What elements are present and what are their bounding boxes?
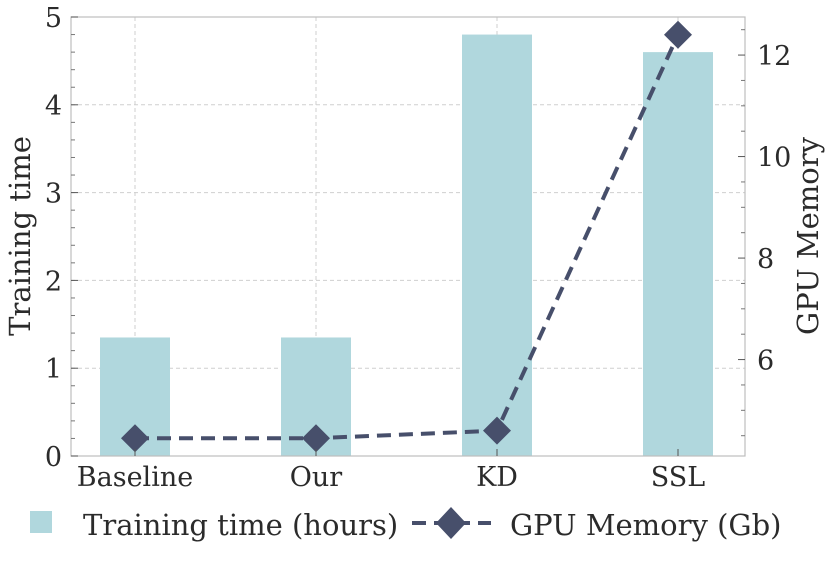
x-axis-ticks: Baseline Our KD SSL (77, 449, 706, 493)
right-tick-label: 12 (757, 41, 791, 72)
legend-diamond-marker (436, 507, 466, 539)
left-tick-label: 3 (45, 179, 62, 210)
right-tick-label: 6 (757, 346, 774, 377)
legend-bar-swatch (30, 511, 52, 533)
bar-ssl (643, 52, 713, 457)
left-axis-ticks: 0 1 2 3 4 5 (45, 3, 78, 473)
gpu-memory-point-baseline (121, 424, 149, 453)
bars (100, 34, 713, 457)
gpu-memory-point-ssl (664, 20, 692, 49)
gpu-memory-point-kd (483, 416, 511, 445)
legend: Training time (hours) GPU Memory (Gb) (30, 507, 781, 542)
y2-axis-label: GPU Memory (791, 136, 825, 335)
legend-bar-label: Training time (hours) (83, 508, 398, 542)
gpu-memory-path (135, 33, 680, 441)
left-tick-label: 4 (45, 91, 62, 122)
gpu-memory-point-our (302, 424, 330, 453)
plot-border (70, 16, 746, 457)
left-tick-label: 5 (45, 3, 62, 34)
left-tick-label: 2 (45, 266, 62, 297)
plot-frame (70, 16, 746, 457)
x-tick-label: KD (476, 462, 518, 493)
left-tick-label: 1 (45, 354, 62, 385)
right-tick-label: 10 (757, 143, 791, 174)
x-tick-label: SSL (651, 462, 706, 493)
right-tick-label: 8 (757, 244, 774, 275)
bar-kd (462, 34, 532, 457)
y-axis-label: Training time (3, 136, 37, 336)
x-tick-label: Our (290, 462, 343, 493)
x-tick-label: Baseline (77, 462, 193, 493)
right-axis-ticks: 6 8 10 12 (738, 29, 791, 437)
gpu-memory-line (121, 20, 692, 453)
left-tick-label: 0 (45, 442, 62, 473)
legend-line-label: GPU Memory (Gb) (510, 508, 781, 542)
